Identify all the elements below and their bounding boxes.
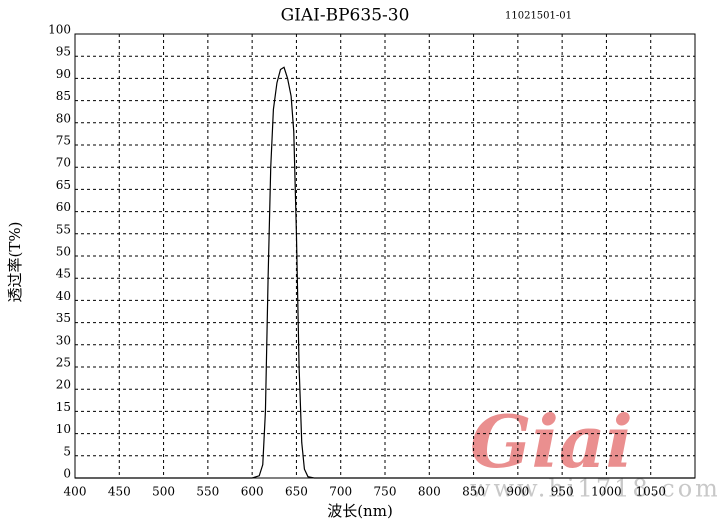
x-tick-label: 400 <box>64 485 87 499</box>
x-tick-label: 450 <box>108 485 131 499</box>
y-tick-label: 50 <box>56 245 71 259</box>
x-tick-label: 850 <box>462 485 485 499</box>
x-tick-label: 550 <box>196 485 219 499</box>
data-line <box>75 66 695 479</box>
x-tick-label: 600 <box>241 485 264 499</box>
y-tick-label: 60 <box>56 200 71 214</box>
y-tick-label: 15 <box>56 400 71 414</box>
x-tick-label: 700 <box>329 485 352 499</box>
y-tick-label: 35 <box>56 311 71 325</box>
x-tick-label: 650 <box>285 485 308 499</box>
watermark: Giai <box>470 399 633 484</box>
y-tick-label: 30 <box>56 333 71 347</box>
y-tick-label: 5 <box>63 444 71 458</box>
y-tick-label: 80 <box>56 111 71 125</box>
x-tick-label: 750 <box>374 485 397 499</box>
x-tick-label: 900 <box>506 485 529 499</box>
watermark-url: www.hi1718.com <box>470 475 717 503</box>
y-tick-label: 85 <box>56 89 71 103</box>
y-tick-label: 40 <box>56 289 71 303</box>
y-tick-label: 0 <box>63 467 71 481</box>
y-tick-label: 45 <box>56 267 71 281</box>
y-tick-label: 75 <box>56 134 71 148</box>
y-tick-label: 100 <box>48 23 71 37</box>
x-tick-label: 500 <box>152 485 175 499</box>
x-tick-label: 800 <box>418 485 441 499</box>
y-axis-label: 透过率(T%) <box>6 222 24 303</box>
y-tick-label: 55 <box>56 222 71 236</box>
y-tick-label: 25 <box>56 356 71 370</box>
x-axis-label: 波长(nm) <box>327 502 393 520</box>
chart-title: GIAI-BP635-30 <box>281 6 410 26</box>
y-tick-label: 90 <box>56 67 71 81</box>
y-tick-label: 70 <box>56 156 71 170</box>
y-tick-label: 10 <box>56 422 71 436</box>
x-tick-label: 1050 <box>635 485 666 499</box>
x-tick-label: 950 <box>551 485 574 499</box>
x-tick-label: 1000 <box>591 485 622 499</box>
y-tick-label: 20 <box>56 378 71 392</box>
y-tick-label: 95 <box>56 45 71 59</box>
chart-subtitle: 11021501-01 <box>505 11 572 22</box>
y-tick-label: 65 <box>56 178 71 192</box>
